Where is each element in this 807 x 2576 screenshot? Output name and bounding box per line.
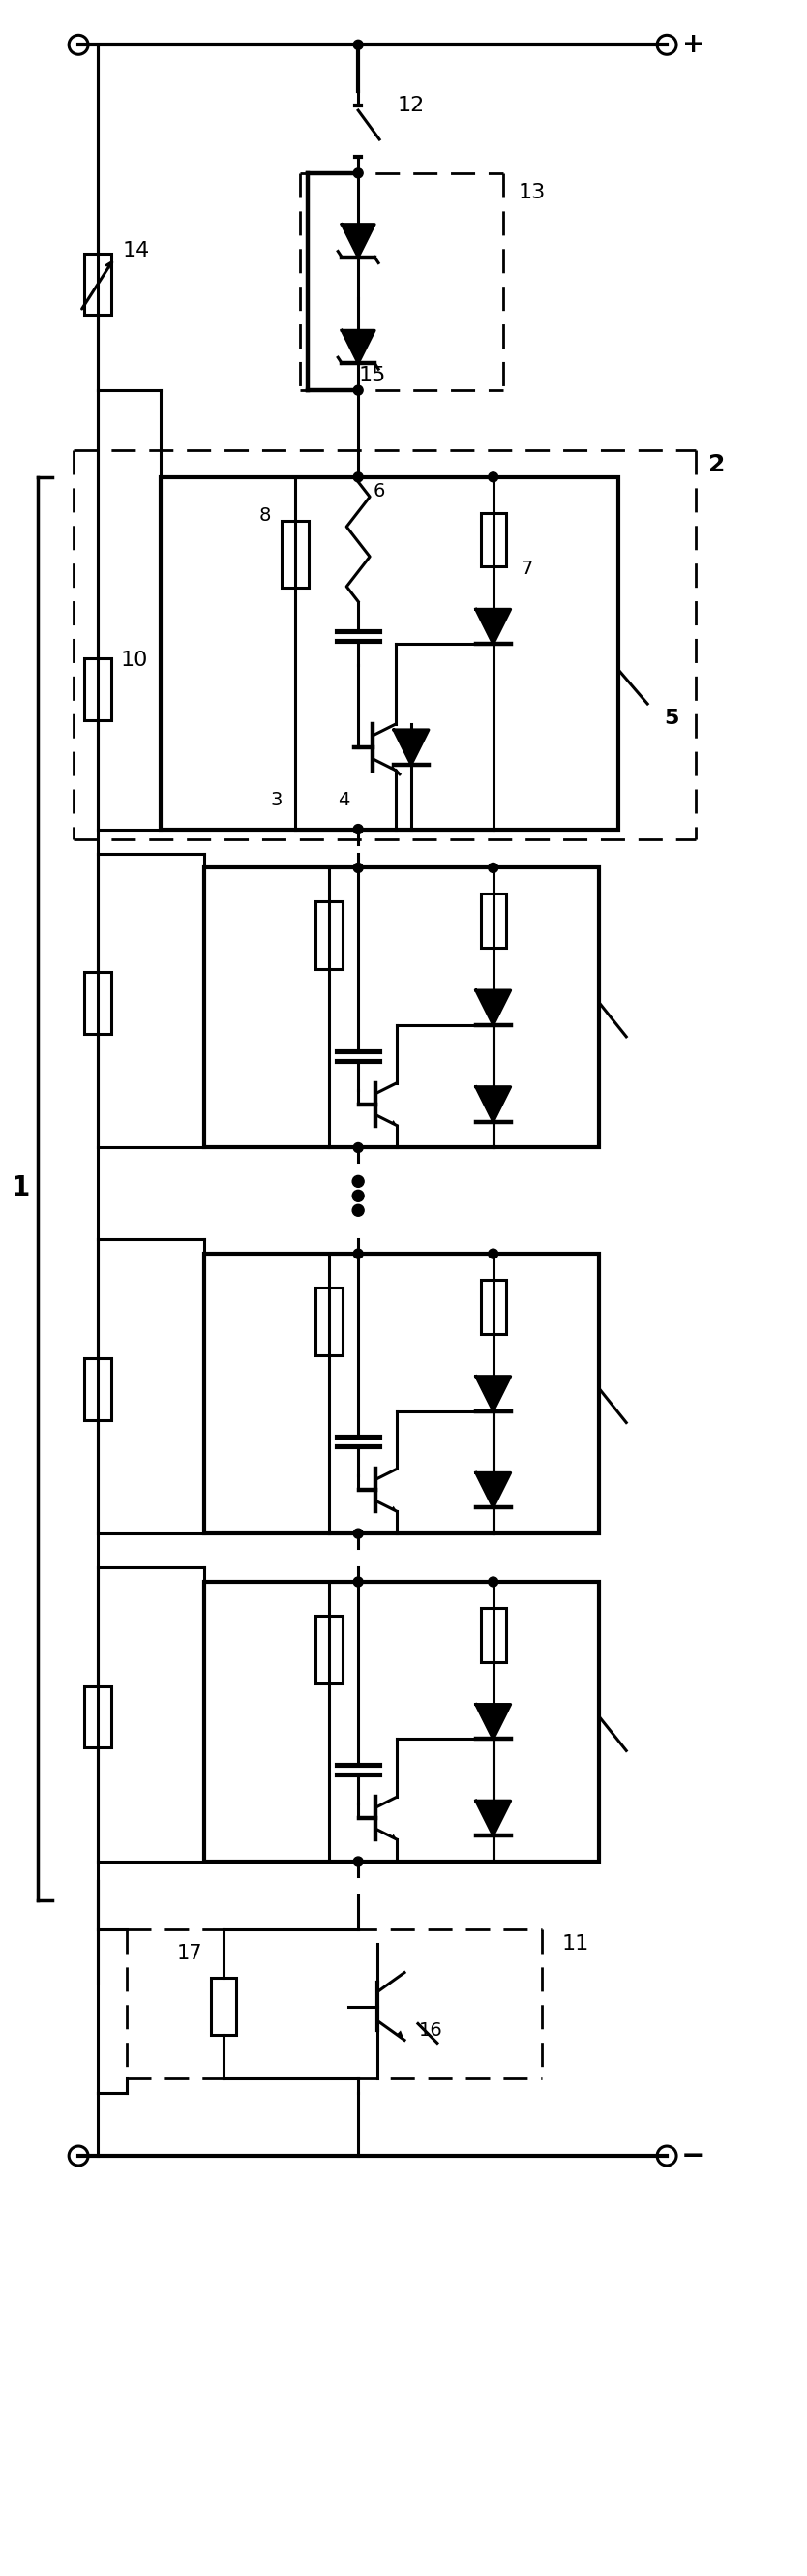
Text: 16: 16: [419, 2022, 442, 2040]
Bar: [481, 1280, 506, 1334]
Bar: [84, 252, 111, 314]
Circle shape: [488, 1249, 498, 1260]
Circle shape: [353, 1206, 364, 1216]
Text: 13: 13: [518, 183, 546, 201]
Bar: [481, 513, 506, 567]
Bar: [282, 520, 309, 587]
Text: −: −: [681, 2141, 706, 2169]
Circle shape: [488, 471, 498, 482]
Polygon shape: [342, 224, 374, 258]
Polygon shape: [397, 2030, 404, 2040]
Polygon shape: [390, 765, 395, 770]
Circle shape: [353, 471, 363, 482]
Circle shape: [353, 1249, 363, 1260]
Bar: [204, 1255, 600, 1533]
Polygon shape: [391, 1121, 397, 1126]
Text: 10: 10: [121, 652, 148, 670]
Circle shape: [353, 1577, 363, 1587]
Bar: [84, 1687, 111, 1747]
Text: 5: 5: [664, 708, 679, 729]
Polygon shape: [476, 1801, 511, 1837]
Polygon shape: [342, 330, 374, 363]
Text: 4: 4: [337, 791, 349, 809]
Circle shape: [353, 1144, 363, 1151]
Text: +: +: [683, 31, 705, 59]
Circle shape: [657, 2146, 676, 2166]
Bar: [204, 1582, 600, 1862]
Bar: [316, 902, 343, 969]
Text: 6: 6: [374, 482, 386, 500]
Bar: [84, 659, 111, 721]
Text: 3: 3: [270, 791, 282, 809]
Text: 1: 1: [11, 1175, 30, 1200]
Text: 15: 15: [359, 366, 387, 386]
Bar: [84, 971, 111, 1033]
Polygon shape: [476, 1376, 511, 1412]
Circle shape: [353, 824, 363, 835]
Circle shape: [353, 41, 363, 49]
Text: 17: 17: [177, 1942, 203, 1963]
Polygon shape: [476, 611, 511, 644]
Bar: [84, 1358, 111, 1419]
Text: 11: 11: [562, 1935, 589, 1953]
Polygon shape: [476, 989, 511, 1025]
Polygon shape: [476, 1087, 511, 1121]
Polygon shape: [391, 1507, 397, 1512]
Text: 12: 12: [398, 95, 424, 116]
Circle shape: [657, 36, 676, 54]
Bar: [316, 1288, 343, 1355]
Bar: [316, 1615, 343, 1682]
Circle shape: [353, 1190, 364, 1200]
Text: 7: 7: [521, 559, 533, 577]
Bar: [481, 894, 506, 948]
Circle shape: [69, 2146, 88, 2166]
Text: 14: 14: [123, 240, 150, 260]
Text: 2: 2: [709, 453, 725, 477]
Bar: [481, 1607, 506, 1662]
Circle shape: [353, 167, 363, 178]
Circle shape: [353, 1857, 363, 1868]
Polygon shape: [394, 729, 429, 765]
Bar: [204, 868, 600, 1149]
Circle shape: [353, 863, 363, 873]
Circle shape: [488, 863, 498, 873]
Circle shape: [353, 1175, 364, 1188]
Polygon shape: [391, 1834, 397, 1839]
Text: 8: 8: [258, 507, 270, 526]
Polygon shape: [476, 1705, 511, 1739]
Circle shape: [353, 386, 363, 394]
Bar: [211, 1978, 236, 2035]
Circle shape: [69, 36, 88, 54]
Circle shape: [353, 1528, 363, 1538]
Polygon shape: [476, 1473, 511, 1507]
Circle shape: [488, 1577, 498, 1587]
Bar: [161, 477, 618, 829]
